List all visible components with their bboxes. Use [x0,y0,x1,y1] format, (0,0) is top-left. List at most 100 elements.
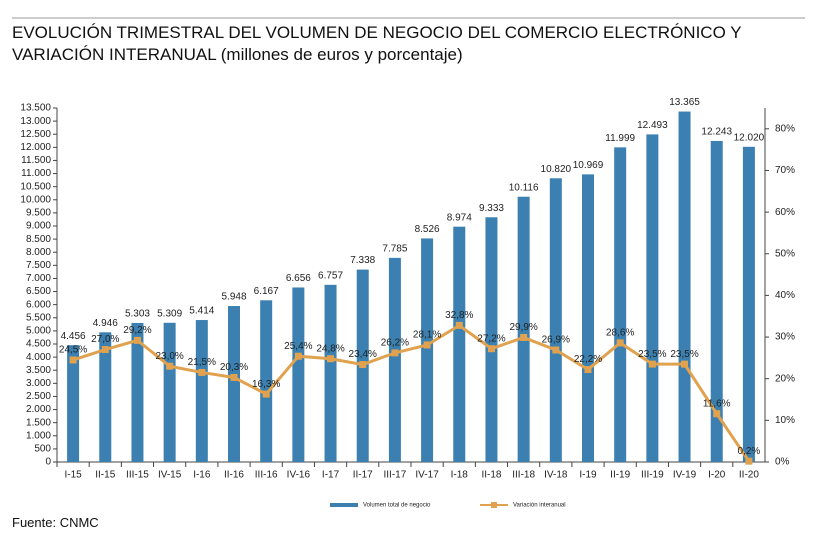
line-value-label: 11,6% [703,398,731,409]
bar [260,300,273,462]
bar-value-label: 7.338 [350,255,375,266]
line-marker [423,341,431,349]
y2-tick-label: 80% [775,123,795,134]
y2-tick-label: 50% [775,248,795,259]
line-marker [616,339,624,347]
chart-title: EVOLUCIÓN TRIMESTRAL DEL VOLUMEN DE NEGO… [12,23,742,64]
y2-tick-label: 30% [775,332,795,343]
line-value-label: 28,1% [413,330,441,341]
x-tick-label: I-19 [579,470,597,481]
bar [453,226,466,462]
line-value-label: 20,3% [220,362,248,373]
x-tick-label: II-15 [95,470,115,481]
bar [67,345,80,462]
line-marker [359,361,367,369]
y-tick-label: 500 [34,444,51,455]
line-value-label: 21,5% [188,357,216,368]
y-tick-label: 9.000 [26,221,51,232]
bar-value-label: 9.333 [479,203,504,214]
y-tick-label: 12.500 [20,129,51,140]
bar-value-label: 4.946 [93,318,118,329]
line-value-label: 29,2% [123,325,151,336]
bar [582,174,594,462]
x-tick-label: II-18 [481,470,501,481]
bar-value-label: 13.365 [669,97,700,108]
line-marker [648,360,656,368]
line-value-label: 25,4% [284,341,312,352]
y-tick-label: 8.000 [26,247,51,258]
y-tick-label: 12.000 [20,142,51,153]
bar [163,322,176,462]
bar-value-label: 10.116 [509,182,539,193]
bar-value-label: 5.948 [221,292,246,303]
x-tick-label: II-19 [610,470,630,481]
line-marker [166,362,174,370]
bar-value-label: 11.999 [605,133,635,144]
y-tick-label: 6.500 [26,286,51,297]
line-value-label: 27,0% [91,334,119,345]
line-marker [133,336,141,344]
y-tick-label: 2.500 [26,391,51,402]
bar-value-label: 10.969 [573,160,604,171]
bar [485,217,498,462]
line-marker [584,366,592,374]
line-value-label: 23,0% [155,351,183,362]
y2-tick-label: 0% [775,457,790,468]
line-value-label: 22,2% [574,354,602,365]
bar-value-label: 12.020 [734,132,765,143]
bar-value-label: 8.974 [447,212,472,223]
bar-value-label: 4.456 [61,331,86,342]
line-value-label: 26,9% [542,335,570,346]
bar-value-label: 5.414 [189,306,214,317]
x-tick-label: III-17 [384,470,407,481]
bar [678,111,691,462]
bar-value-label: 12.243 [701,127,732,138]
x-tick-label: III-18 [512,470,535,481]
bar-value-label: 12.493 [637,120,668,131]
bar-value-label: 6.656 [286,273,311,284]
source: Fuente: CNMC [12,515,99,530]
line-value-label: 0,2% [738,446,761,457]
bar [549,178,562,462]
y2-tick-label: 60% [775,207,795,218]
y-tick-label: 1.500 [26,417,51,428]
x-tick-label: II-20 [739,470,759,481]
x-tick-label: II-17 [353,470,373,481]
y-tick-label: 3.000 [26,378,51,389]
line-value-label: 24,8% [316,343,344,354]
line-marker [198,368,206,376]
line-marker [327,355,335,363]
x-tick-label: IV-15 [158,470,182,481]
legend-label: Variación interanual [513,503,566,509]
line-value-label: 23,5% [638,349,666,360]
legend-swatch [330,503,358,507]
y-tick-label: 3.500 [26,365,51,376]
bar [614,147,627,462]
y-tick-label: 11.000 [21,168,51,179]
y-tick-label: 9.500 [26,208,51,219]
y-tick-label: 8.500 [26,234,51,245]
line-marker [69,356,77,364]
x-tick-label: III-15 [126,470,149,481]
line-marker [520,333,528,341]
y-tick-label: 5.000 [26,326,51,337]
line-value-label: 16,3% [252,379,280,390]
legend-swatch [491,502,497,508]
y2-tick-label: 70% [775,165,795,176]
y-tick-label: 4.000 [26,352,51,363]
line-value-label: 23,5% [670,349,698,360]
bar [99,332,112,462]
line-marker [230,373,238,381]
line [72,323,751,463]
x-tick-label: IV-18 [544,470,568,481]
x-tick-label: I-20 [708,470,726,481]
bar [421,238,434,462]
bar [195,320,208,462]
bar-value-label: 7.785 [382,244,407,255]
bar [646,134,659,463]
line-value-label: 26,2% [381,338,409,349]
line-value-label: 23,4% [349,349,377,360]
bar [388,257,401,462]
bar-value-label: 5.309 [157,308,182,319]
